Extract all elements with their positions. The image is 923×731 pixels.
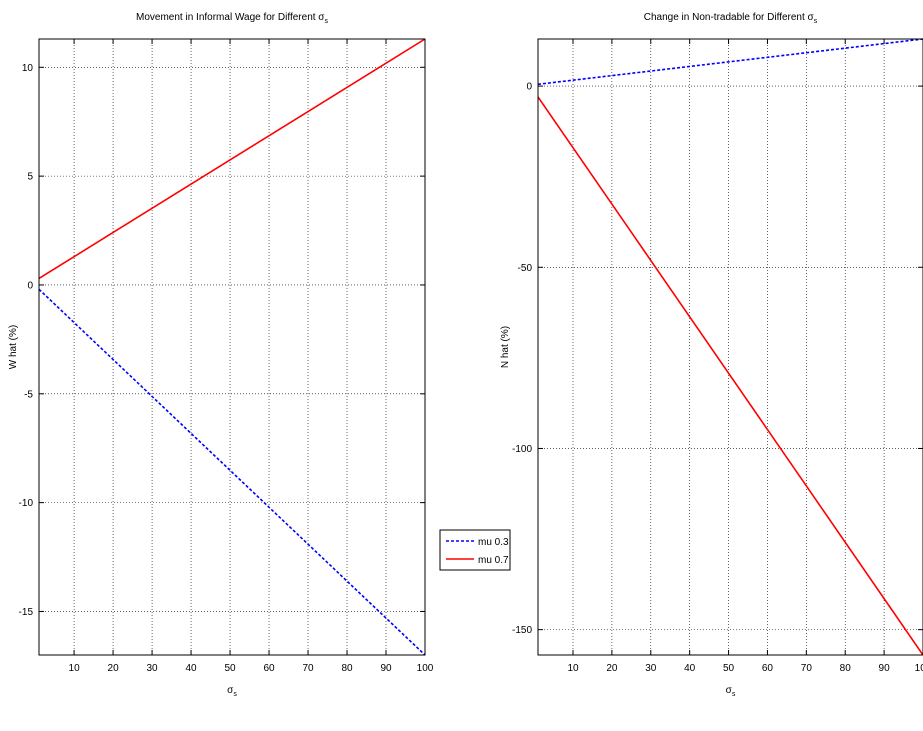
x-tick-label: 20 [606,663,618,674]
y-tick-label: -10 [19,498,34,509]
x-tick-label: 90 [380,663,392,674]
axes-frame [537,38,923,656]
y-tick-label: -100 [512,444,532,455]
panel-non-tradable: 10 20 30 40 50 60 70 80 90 100 -150 -100 -50 0 Change … [500,12,923,698]
y-tick-label: 10 [22,63,34,74]
series-line-mu-0-7 [38,38,426,280]
legend-label-mu-0-7: mu 0.7 [478,555,509,566]
panel-informal-wage: 10 20 30 40 50 60 70 80 90 100 -15 -10 -5 0 5 10 Movemen… [8,12,434,698]
x-tick-label: 90 [879,663,891,674]
x-tick-label: 10 [567,663,579,674]
x-tick-label: 30 [645,663,657,674]
x-tick-label: 50 [224,663,236,674]
x-tick-label: 70 [801,663,813,674]
chart-title: Change in Non-tradable for Different σs [644,12,818,25]
legend-box [439,529,511,571]
series-line-mu-0-7 [537,96,923,656]
x-tick-label: 30 [147,663,159,674]
y-axis-label: W hat (%) [8,325,19,369]
chart-title: Movement in Informal Wage for Different … [136,12,328,25]
x-tick-label: 40 [684,663,696,674]
x-tick-label: 70 [302,663,314,674]
y-tick-label: 5 [27,172,33,183]
x-tick-label: 80 [341,663,353,674]
series-line-mu-0-3 [38,288,426,656]
y-tick-label: -150 [512,625,532,636]
y-axis-label: N hat (%) [500,326,511,368]
series-line-mu-0-3 [537,38,923,86]
x-tick-label: 20 [108,663,120,674]
x-tick-label: 10 [69,663,81,674]
x-axis-label: σs [227,685,237,698]
legend: mu 0.3 mu 0.7 [439,529,511,571]
y-tick-label: -50 [518,263,533,274]
y-tick-label: -5 [24,389,33,400]
y-tick-label: 0 [526,82,532,93]
x-tick-label: 40 [185,663,197,674]
axes-frame [38,38,426,656]
legend-label-mu-0-3: mu 0.3 [478,537,509,548]
x-axis-label: σs [726,685,736,698]
x-tick-label: 100 [417,663,434,674]
y-tick-label: -15 [19,607,34,618]
x-tick-label: 100 [915,663,923,674]
x-tick-label: 60 [263,663,275,674]
x-tick-label: 60 [762,663,774,674]
x-tick-label: 50 [723,663,735,674]
y-tick-label: 0 [27,280,33,291]
x-tick-label: 80 [840,663,852,674]
